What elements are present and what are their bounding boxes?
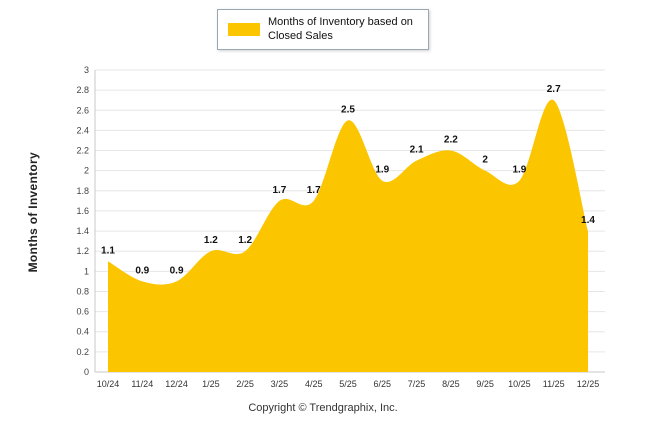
point-label: 1.1 — [101, 245, 115, 256]
point-label: 0.9 — [135, 265, 149, 276]
y-tick-label: 2 — [84, 166, 89, 176]
point-label: 2.5 — [341, 104, 355, 115]
inventory-area-chart: 0 0.2 0.4 0.6 0.8 1 1.2 1.4 1.6 1.8 2 2.2 2.4 2.6 2.8 3… — [76, 65, 605, 389]
point-label: 1.2 — [204, 235, 218, 246]
legend: Months of Inventory based on Closed Sale… — [217, 9, 429, 50]
point-label: 1.2 — [238, 235, 252, 246]
x-tick-label: 5/25 — [339, 379, 357, 389]
legend-label: Months of Inventory based on Closed Sale… — [268, 16, 413, 43]
y-tick-label: 2.2 — [76, 146, 89, 156]
y-axis-title: Months of Inventory — [26, 152, 40, 273]
legend-swatch-icon — [228, 22, 260, 36]
copyright-text: Copyright © Trendgraphix, Inc. — [248, 402, 398, 414]
x-tick-label: 12/24 — [165, 379, 188, 389]
y-tick-label: 1.6 — [76, 206, 89, 216]
y-tick-label: 1 — [84, 266, 89, 276]
point-label: 1.7 — [307, 185, 321, 196]
point-label: 2 — [482, 155, 488, 166]
point-label: 2.1 — [410, 145, 424, 156]
y-tick-label: 1.4 — [76, 226, 89, 236]
y-tick-label: 0.6 — [76, 307, 89, 317]
x-tick-label: 2/25 — [236, 379, 254, 389]
y-tick-label: 0.2 — [76, 347, 89, 357]
y-tick-label: 1.8 — [76, 186, 89, 196]
y-tick-label: 0 — [84, 367, 89, 377]
x-tick-label: 11/24 — [131, 379, 153, 389]
x-tick-label: 3/25 — [271, 379, 289, 389]
x-tick-label: 10/25 — [508, 379, 531, 389]
point-label: 1.4 — [581, 215, 595, 226]
y-tick-label: 2.6 — [76, 105, 89, 115]
x-tick-label: 1/25 — [202, 379, 220, 389]
x-tick-label: 7/25 — [408, 379, 426, 389]
x-tick-label: 9/25 — [476, 379, 494, 389]
x-tick-label: 12/25 — [577, 379, 600, 389]
area-series — [108, 99, 588, 372]
y-tick-label: 0.8 — [76, 286, 89, 296]
point-label: 2.2 — [444, 135, 458, 146]
x-tick-label: 10/24 — [97, 379, 120, 389]
point-label: 1.7 — [272, 185, 286, 196]
point-label: 2.7 — [547, 84, 561, 95]
x-tick-label: 8/25 — [442, 379, 460, 389]
x-tick-label: 4/25 — [305, 379, 323, 389]
y-tick-label: 2.4 — [76, 125, 89, 135]
point-label: 1.9 — [375, 165, 389, 176]
point-label: 0.9 — [170, 265, 184, 276]
y-tick-label: 0.4 — [76, 327, 89, 337]
y-tick-label: 2.8 — [76, 85, 89, 95]
x-tick-label: 6/25 — [374, 379, 392, 389]
x-tick-label: 11/25 — [543, 379, 565, 389]
point-label: 1.9 — [512, 165, 526, 176]
y-tick-label: 3 — [84, 65, 89, 75]
y-tick-label: 1.2 — [76, 246, 89, 256]
